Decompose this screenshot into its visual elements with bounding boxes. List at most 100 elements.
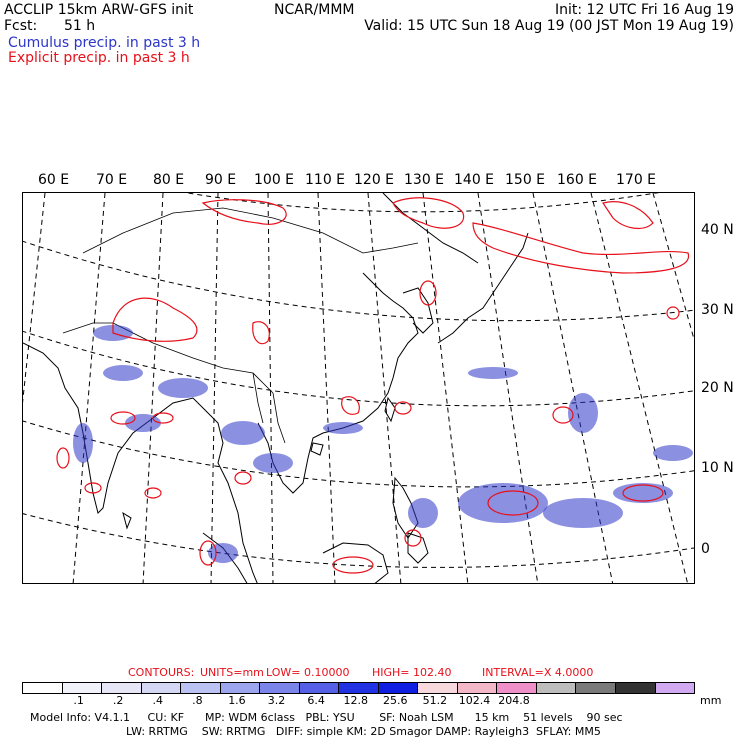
coastline-korea	[402, 287, 434, 334]
contours-low: LOW= 0.10000	[266, 666, 350, 679]
colorbar-tick-label: .2	[112, 694, 124, 707]
explicit-cell	[341, 396, 360, 415]
contours-units: UNITS=mm	[200, 666, 264, 679]
explicit-legend: Explicit precip. in past 3 h	[8, 50, 190, 66]
explicit-cell	[622, 484, 664, 502]
gridline-40n	[185, 193, 660, 213]
gridline-110e	[317, 193, 336, 583]
border-himalaya	[112, 322, 274, 394]
lon-label-100e: 100 E	[254, 172, 295, 188]
border-china-north	[82, 207, 419, 254]
gridline-0	[23, 513, 694, 568]
lon-label-130e: 130 E	[404, 172, 445, 188]
org-label: NCAR/MMM	[274, 2, 355, 18]
colorbar-tick-label: 102.4	[458, 694, 491, 707]
explicit-cell	[201, 199, 287, 225]
colorbar-swatch	[339, 683, 379, 693]
gridline-10n	[23, 420, 694, 488]
lat-label-0: 0	[701, 541, 710, 557]
cumulus-cell	[208, 543, 238, 563]
explicit-cell	[394, 401, 412, 415]
colorbar-swatch	[536, 683, 577, 693]
explicit-cell	[199, 540, 217, 566]
coastline-japan	[437, 232, 529, 344]
colorbar-tick-label: 1.6	[228, 694, 246, 707]
lat-label-40n: 40 N	[701, 222, 734, 238]
cumulus-cell	[125, 414, 161, 432]
cumulus-cell	[568, 393, 598, 433]
lon-label-140e: 140 E	[454, 172, 495, 188]
colorbar-tick-label: 3.2	[267, 694, 286, 707]
coastline-arabia-india	[23, 342, 258, 583]
explicit-cell	[487, 490, 539, 516]
cumulus-cell	[458, 483, 548, 523]
lon-label-120e: 120 E	[354, 172, 395, 188]
fcst-value: 51 h	[64, 18, 96, 34]
colorbar-swatch	[655, 683, 695, 693]
colorbar-swatch	[23, 683, 63, 693]
cumulus-cell	[468, 367, 518, 379]
cumulus-cell	[221, 421, 265, 445]
gridline-140e	[477, 193, 539, 583]
lat-label-10n: 10 N	[701, 460, 734, 476]
colorbar-tick-label: 25.6	[383, 694, 408, 707]
init-time: Init: 12 UTC Fri 16 Aug 19	[554, 2, 734, 18]
lon-label-110e: 110 E	[305, 172, 346, 188]
colorbar-tick-label: 6.4	[307, 694, 325, 707]
explicit-cell	[552, 406, 574, 424]
lon-label-170e: 170 E	[616, 172, 657, 188]
explicit-cell	[332, 556, 374, 574]
cumulus-cell	[408, 498, 438, 528]
gridline-80e	[142, 193, 164, 583]
explicit-cell	[252, 321, 270, 345]
valid-time: Valid: 15 UTC Sun 18 Aug 19 (00 JST Mon …	[364, 18, 734, 34]
colorbar	[22, 682, 695, 694]
colorbar-swatch	[141, 683, 182, 693]
explicit-cell	[234, 471, 252, 485]
coastline-indochina	[257, 272, 419, 494]
colorbar-tick-label: 204.8	[498, 694, 530, 707]
lon-label-80e: 80 E	[153, 172, 185, 188]
model-title: ACCLIP 15km ARW-GFS init	[4, 2, 194, 18]
cumulus-cell	[613, 483, 673, 503]
colorbar-swatch	[418, 683, 458, 693]
lon-label-70e: 70 E	[96, 172, 128, 188]
explicit-cell	[152, 412, 174, 424]
gridline-170e	[652, 193, 694, 341]
explicit-cell	[472, 222, 690, 274]
gridline-60e	[23, 193, 46, 404]
explicit-cell	[666, 306, 680, 320]
coastline-mindanao	[407, 532, 429, 564]
lon-label-60e: 60 E	[38, 172, 70, 188]
colorbar-swatch	[497, 683, 537, 693]
colorbar-swatch	[576, 683, 616, 693]
cumulus-cell	[653, 445, 693, 461]
longitude-gridlines	[23, 193, 694, 583]
cumulus-cell	[103, 365, 143, 381]
explicit-cell	[144, 487, 162, 499]
gridline-160e	[590, 193, 689, 583]
colorbar-swatch	[378, 683, 419, 693]
country-borders	[62, 207, 419, 444]
border-indochina-1	[272, 392, 286, 444]
cumulus-cell	[73, 423, 93, 463]
gridline-130e	[422, 193, 469, 583]
contours-high: HIGH= 102.40	[372, 666, 452, 679]
coastline-russia-east	[382, 193, 479, 264]
explicit-cell	[392, 197, 465, 229]
explicit-cell	[110, 411, 136, 425]
gridline-90e	[210, 193, 219, 583]
colorbar-swatch	[62, 683, 103, 693]
border-pakistan	[62, 322, 113, 334]
cumulus-cell	[158, 378, 208, 398]
coastline-borneo	[322, 542, 389, 583]
contours-label: CONTOURS:	[128, 666, 195, 679]
latitude-gridlines	[23, 193, 694, 568]
lat-label-30n: 30 N	[701, 302, 734, 318]
colorbar-swatch	[615, 683, 656, 693]
colorbar-tick-label: 51.2	[422, 694, 448, 707]
coastline-taiwan	[384, 396, 396, 423]
explicit-precip	[56, 197, 690, 574]
lon-label-160e: 160 E	[557, 172, 598, 188]
explicit-cell	[112, 297, 198, 342]
